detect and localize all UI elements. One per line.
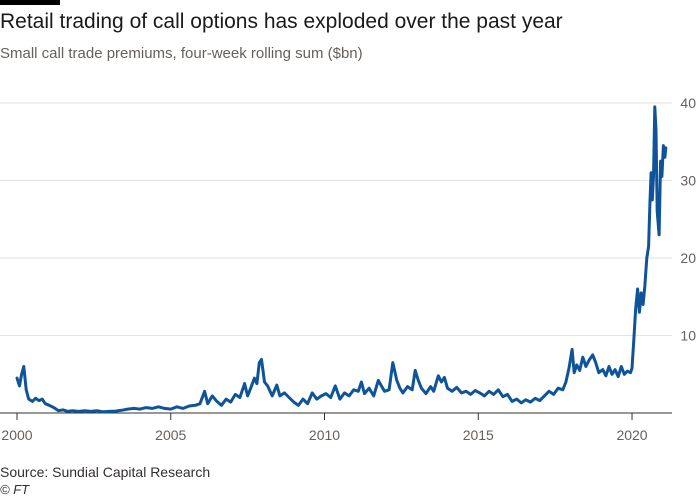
y-tick-label-30: 30 bbox=[680, 173, 696, 189]
x-tick-label-2010: 2010 bbox=[309, 427, 340, 443]
x-tick-label-2000: 2000 bbox=[1, 427, 32, 443]
chart-title: Retail trading of call options has explo… bbox=[0, 10, 563, 33]
y-axis-labels: 10 20 30 40 bbox=[680, 95, 696, 344]
grid-lines bbox=[0, 102, 672, 336]
brand-bar bbox=[0, 0, 60, 5]
credit-note: © FT bbox=[0, 482, 30, 497]
y-tick-label-10: 10 bbox=[680, 328, 696, 344]
x-axis: 2000 2005 2010 2015 2020 bbox=[0, 412, 672, 443]
y-tick-label-20: 20 bbox=[680, 250, 696, 266]
chart-subtitle: Small call trade premiums, four-week rol… bbox=[0, 45, 363, 62]
series-line-small-call-premiums bbox=[15, 105, 668, 414]
x-tick-label-2015: 2015 bbox=[463, 427, 494, 443]
x-tick-label-2020: 2020 bbox=[616, 427, 647, 443]
x-tick-label-2005: 2005 bbox=[155, 427, 186, 443]
y-tick-label-40: 40 bbox=[680, 95, 696, 111]
source-note: Source: Sundial Capital Research bbox=[0, 464, 211, 480]
